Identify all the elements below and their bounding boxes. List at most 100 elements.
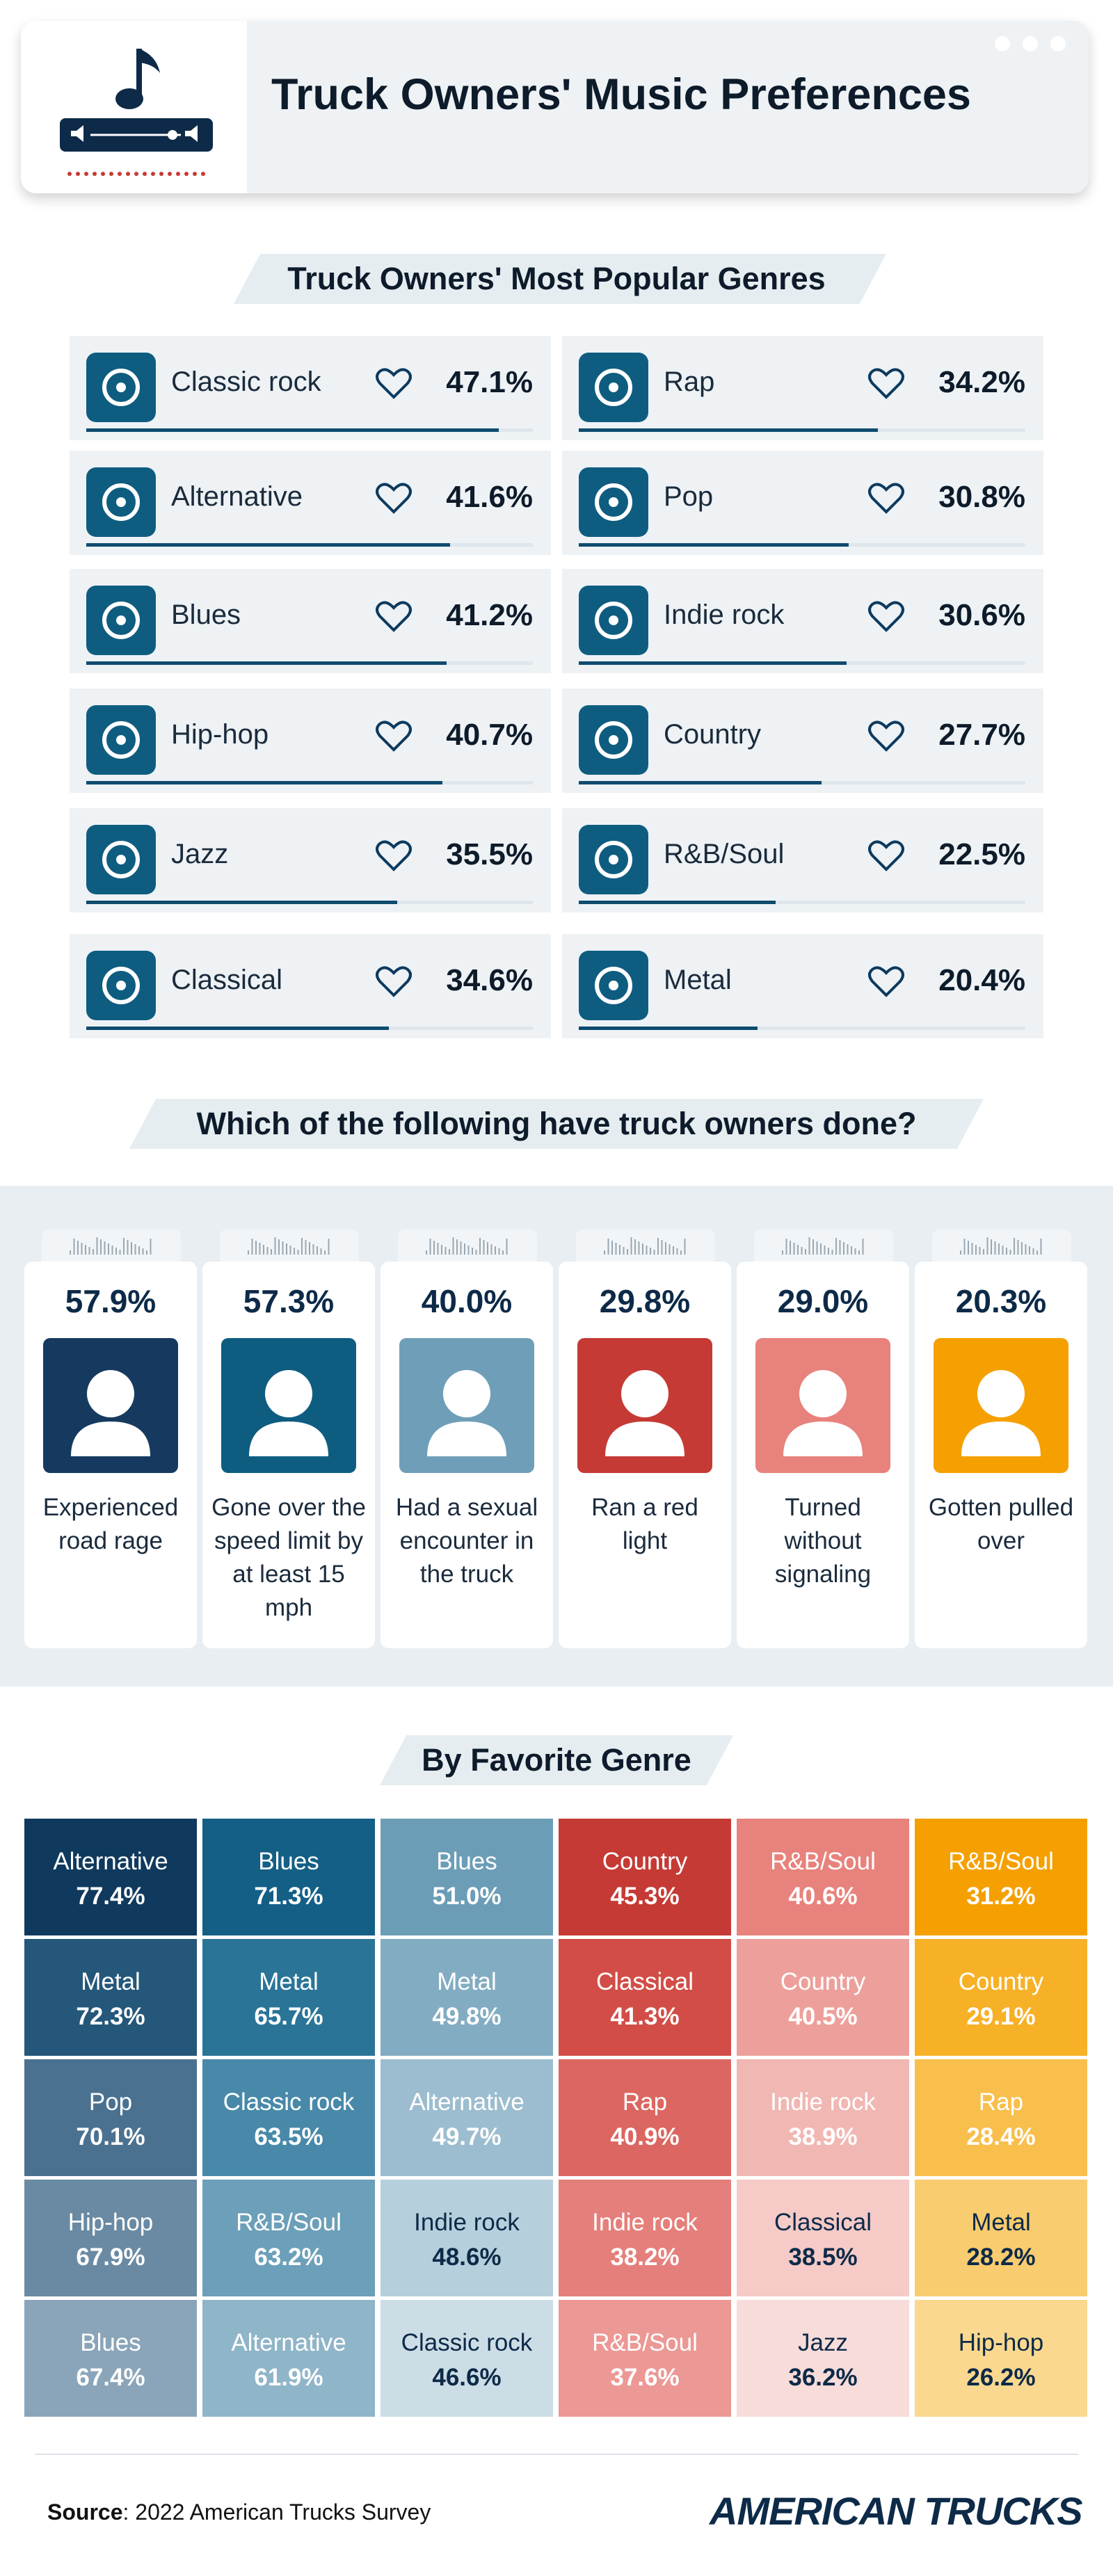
- genre-grid-cell: Alternative 61.9%: [202, 2300, 375, 2417]
- truck-heart-icon: [399, 1338, 534, 1473]
- angry-driver-icon: [43, 1338, 178, 1473]
- section-title-by-genre: By Favorite Genre: [422, 1742, 691, 1778]
- genre-percent: 27.7%: [938, 718, 1025, 752]
- grid-cell-genre: Alternative: [231, 2329, 346, 2356]
- sound-wave-icon: [398, 1230, 537, 1262]
- grid-cell-value: 70.1%: [76, 2123, 145, 2150]
- heart-icon: [868, 965, 904, 1001]
- activity-label: Gotten pulled over: [928, 1494, 1074, 1554]
- genre-name: Alternative: [171, 481, 303, 512]
- grid-cell-value: 28.4%: [966, 2123, 1036, 2150]
- activity-card: 57.9% Experienced road rage: [24, 1262, 197, 1648]
- genre-bar-track: [86, 1027, 533, 1030]
- grid-cell-genre: Rap: [622, 2088, 668, 2116]
- piano-keys-icon: [86, 951, 156, 1020]
- grid-cell-value: 46.6%: [432, 2364, 502, 2391]
- genre-grid-cell: Blues 51.0%: [381, 1819, 553, 1935]
- grid-cell-genre: Blues: [80, 2329, 141, 2356]
- grid-cell-value: 61.9%: [254, 2364, 323, 2391]
- genre-grid-cell: Classic rock 63.5%: [202, 2059, 375, 2176]
- genre-bar-track: [86, 543, 533, 547]
- genre-bar-track: [579, 661, 1025, 665]
- genre-name: Indie rock: [664, 599, 785, 630]
- genre-name: Jazz: [171, 839, 229, 869]
- genre-name: Country: [664, 719, 762, 750]
- grid-cell-genre: Alternative: [53, 1848, 168, 1875]
- genre-bar-fill: [579, 543, 849, 547]
- genre-grid-cell: R&B/Soul 40.6%: [737, 1819, 909, 1935]
- grid-cell-genre: Hip-hop: [958, 2329, 1044, 2356]
- section-title-genres: Truck Owners' Most Popular Genres: [287, 261, 826, 296]
- sound-wave-icon: [576, 1230, 715, 1262]
- page-title: Truck Owners' Music Preferences: [271, 70, 971, 119]
- genre-bar-fill: [86, 901, 397, 904]
- genre-grid-cell: Metal 28.2%: [915, 2180, 1087, 2296]
- genre-grid-cell: R&B/Soul 37.6%: [559, 2300, 731, 2417]
- genre-percent: 30.8%: [938, 480, 1025, 514]
- handheld-mic-icon: [579, 467, 648, 537]
- genre-grid-cell: Classic rock 46.6%: [381, 2300, 553, 2417]
- grid-cell-genre: Country: [780, 1968, 866, 1995]
- trumpet-icon: [86, 586, 156, 655]
- source-note: Source: 2022 American Trucks Survey: [47, 2499, 431, 2525]
- genre-grid-cell: Rap 40.9%: [559, 2059, 731, 2176]
- genre-name: R&B/Soul: [664, 839, 785, 869]
- rock-hand-icon: [86, 353, 156, 422]
- genre-bar-fill: [579, 781, 822, 784]
- grid-cell-genre: R&B/Soul: [948, 1848, 1054, 1875]
- turn-arrows-icon: [755, 1338, 890, 1473]
- genre-bar-track: [579, 1027, 1025, 1030]
- genre-bar-track: [579, 428, 1025, 432]
- activity-card: 40.0% Had a sexual encounter in the truck: [381, 1262, 553, 1648]
- grid-cell-genre: Indie rock: [414, 2209, 520, 2236]
- genre-bar-track: [86, 661, 533, 665]
- grid-cell-value: 40.6%: [788, 1883, 858, 1910]
- genre-grid-cell: Hip-hop 26.2%: [915, 2300, 1087, 2417]
- activity-percent: 40.0%: [421, 1283, 513, 1319]
- grid-cell-genre: Country: [958, 1968, 1044, 1995]
- genre-grid-cell: Alternative 77.4%: [24, 1819, 197, 1935]
- genre-percent: 22.5%: [938, 837, 1025, 871]
- grid-cell-genre: Classical: [595, 1968, 694, 1995]
- genre-card: Metal 20.4%: [562, 934, 1043, 1038]
- grid-cell-genre: R&B/Soul: [592, 2329, 698, 2356]
- cassette-icon: [579, 353, 648, 422]
- genre-card: Blues 41.2%: [70, 569, 551, 673]
- saxophone-icon: [86, 825, 156, 894]
- grid-cell-value: 77.4%: [76, 1883, 145, 1910]
- heart-icon: [376, 481, 412, 518]
- grid-cell-value: 71.3%: [254, 1883, 323, 1910]
- microphone-icon: [86, 467, 156, 537]
- sound-wave-icon: [932, 1230, 1071, 1262]
- heart-icon: [376, 599, 412, 636]
- genre-bar-fill: [86, 781, 443, 784]
- genre-name: Metal: [664, 965, 732, 995]
- genre-bar-fill: [579, 428, 879, 432]
- genre-bar-fill: [579, 901, 776, 904]
- genre-percent: 20.4%: [938, 963, 1025, 997]
- sound-wave-icon: [42, 1230, 181, 1262]
- activity-label: Had a sexual encounter in the truck: [395, 1494, 538, 1588]
- grid-cell-genre: R&B/Soul: [770, 1848, 876, 1875]
- acoustic-guitar-icon: [579, 705, 648, 775]
- genre-name: Pop: [664, 481, 714, 512]
- grid-cell-value: 26.2%: [966, 2364, 1036, 2391]
- genre-grid-cell: Indie rock 48.6%: [381, 2180, 553, 2296]
- grid-cell-value: 40.5%: [788, 2003, 858, 2030]
- grid-cell-genre: Jazz: [798, 2329, 848, 2356]
- activity-card: 57.3% Gone over the speed limit by at lea…: [202, 1262, 375, 1648]
- heart-icon: [376, 367, 412, 403]
- grid-cell-value: 38.2%: [610, 2244, 680, 2271]
- grid-cell-genre: Alternative: [409, 2088, 525, 2116]
- genre-grid-cell: Country 40.5%: [737, 1939, 909, 2056]
- activity-percent: 29.0%: [777, 1283, 869, 1319]
- footer-divider: [35, 2454, 1078, 2455]
- genre-card: Alternative 41.6%: [70, 451, 551, 555]
- genre-card: Country 27.7%: [562, 689, 1043, 793]
- sound-wave-icon: [220, 1230, 359, 1262]
- grid-cell-value: 40.9%: [610, 2123, 680, 2150]
- grid-cell-genre: Indie rock: [770, 2088, 876, 2116]
- genre-name: Rap: [664, 367, 715, 397]
- grid-cell-genre: Metal: [81, 1968, 141, 1995]
- genre-percent: 35.5%: [446, 837, 533, 871]
